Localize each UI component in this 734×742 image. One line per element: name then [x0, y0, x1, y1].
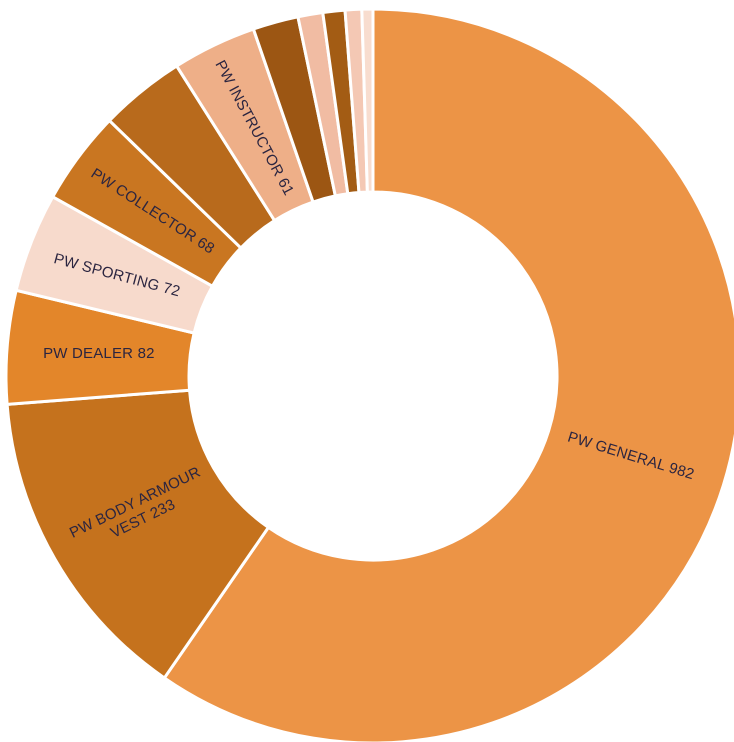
slice-label: PW DEALER 82: [43, 345, 155, 362]
donut-hole: [189, 192, 557, 560]
